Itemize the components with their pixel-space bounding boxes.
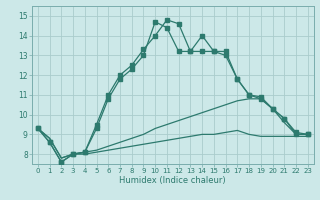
X-axis label: Humidex (Indice chaleur): Humidex (Indice chaleur) xyxy=(119,176,226,185)
